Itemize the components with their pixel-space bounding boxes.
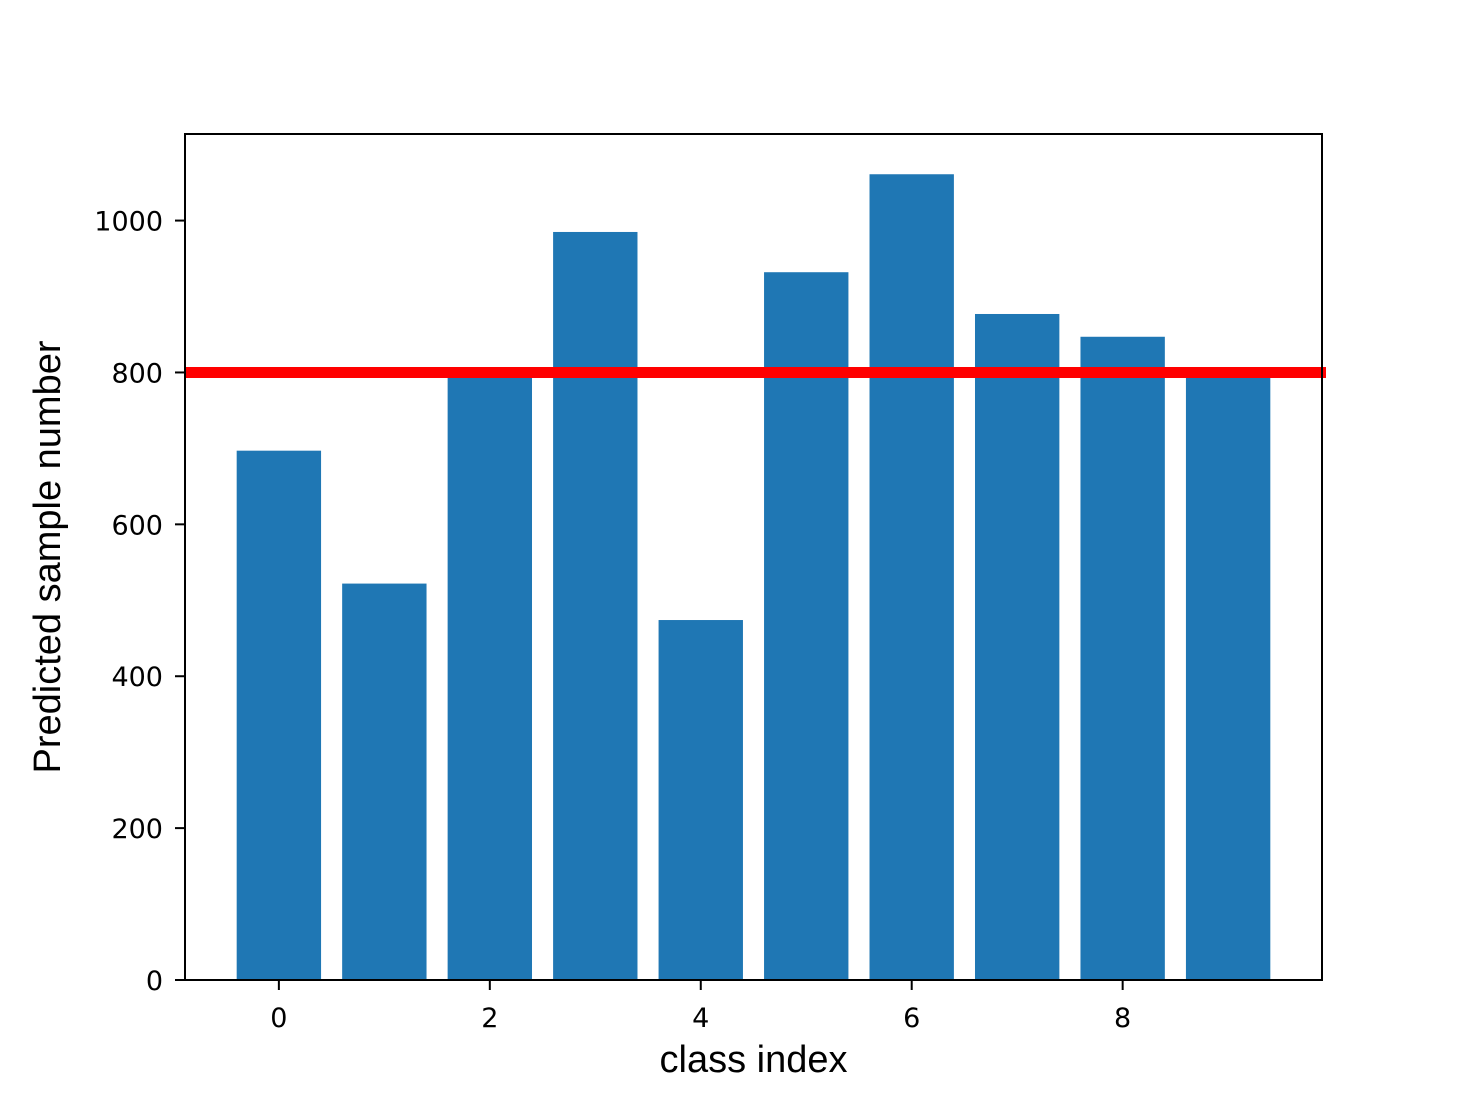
y-ticks-group: 0 200 400 600 800 1000 [94, 207, 185, 997]
bar-class-7 [974, 313, 1060, 980]
x-tick-label: 2 [481, 1003, 498, 1034]
bar-class-1 [342, 583, 427, 980]
bar-class-5 [764, 272, 849, 980]
x-axis-label: class index [660, 1039, 848, 1081]
bar-class-2 [447, 372, 533, 980]
x-tick-label: 8 [1114, 1003, 1131, 1034]
bar-class-6 [869, 174, 954, 980]
y-tick-label: 200 [111, 814, 163, 845]
bar-class-9 [1185, 372, 1271, 980]
y-axis-label: Predicted sample number [27, 340, 69, 773]
y-tick-label: 400 [111, 662, 163, 693]
x-tick-label: 4 [692, 1003, 709, 1034]
plot-frame [184, 133, 1323, 981]
bar-class-3 [553, 231, 638, 980]
y-tick-label: 600 [111, 510, 163, 541]
x-tick-label: 6 [903, 1003, 920, 1034]
y-tick-label: 0 [146, 966, 163, 997]
x-tick-label: 0 [270, 1003, 287, 1034]
bar-class-0 [236, 450, 322, 980]
bar-class-4 [658, 620, 743, 980]
x-ticks-group: 0 2 4 6 8 [270, 980, 1131, 1034]
y-tick-label: 1000 [94, 207, 163, 238]
bar-class-8 [1080, 336, 1165, 980]
bars-group [236, 174, 1271, 980]
y-tick-label: 800 [111, 358, 163, 389]
